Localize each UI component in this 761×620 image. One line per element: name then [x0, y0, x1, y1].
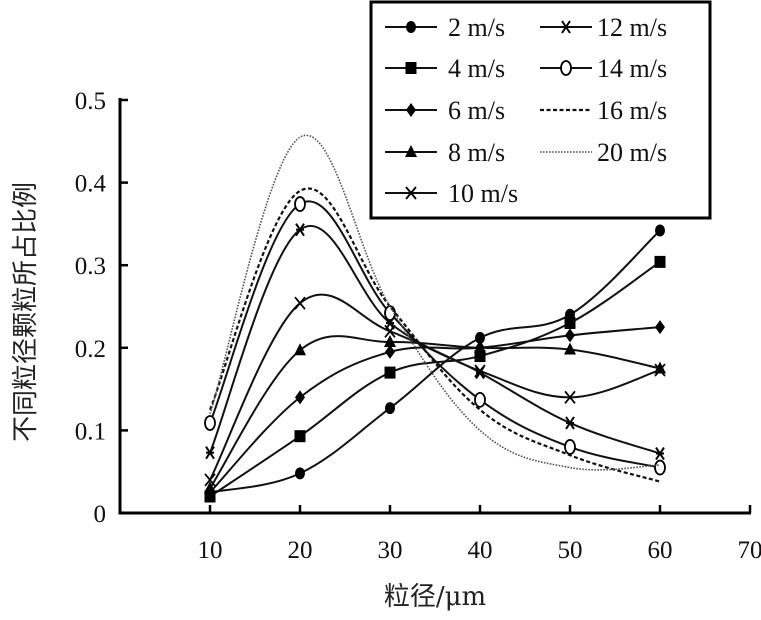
data-point-marker: [474, 340, 486, 353]
data-point-marker: [474, 350, 486, 363]
data-point-marker: [654, 459, 666, 476]
y-tick-label: 0.2: [75, 336, 106, 363]
data-point-marker: [565, 328, 575, 343]
legend: 2 m/s 4 m/s 6 m/s 8 m/s 10 m/s 12 m/s 14 m/s 16…: [369, 0, 712, 220]
data-point-marker: [295, 390, 305, 405]
series-line: [209, 225, 661, 455]
legend-marker: [406, 21, 416, 33]
plot-lines: [204, 134, 666, 503]
data-point-marker: [475, 366, 485, 380]
data-point-marker: [294, 296, 306, 310]
y-tick-label: 0: [94, 501, 107, 528]
data-point-marker: [564, 390, 576, 404]
data-point-marker: [204, 473, 216, 487]
data-point-marker: [295, 223, 305, 237]
y-tick-label: 0.5: [75, 88, 106, 115]
data-point-marker: [384, 366, 396, 379]
legend-item: 14 m/s: [540, 54, 667, 83]
legend-marker: [406, 103, 416, 117]
legend-label: 10 m/s: [448, 179, 518, 208]
legend-item: 2 m/s: [385, 13, 505, 42]
series-line: [209, 335, 661, 489]
data-point-marker: [474, 391, 486, 408]
axes: [118, 98, 751, 515]
legend-marker: [405, 186, 417, 200]
legend-label: 12 m/s: [597, 13, 667, 42]
series-line: [209, 261, 661, 498]
data-point-marker: [294, 343, 306, 356]
data-point-marker: [295, 467, 305, 480]
x-tick-label: 60: [648, 537, 673, 564]
x-tick-label: 40: [468, 537, 493, 564]
x-tick-label: 30: [378, 537, 403, 564]
series-6-m-s: [205, 320, 665, 500]
data-point-marker: [384, 335, 396, 348]
data-point-marker: [385, 344, 395, 359]
data-point-marker: [204, 481, 216, 494]
data-point-marker: [564, 342, 576, 355]
legend-item: 8 m/s: [385, 138, 505, 167]
data-point-marker: [475, 331, 485, 344]
data-point-marker: [655, 224, 665, 237]
series-12-m-s: [205, 223, 665, 461]
data-point-marker: [385, 402, 395, 415]
legend-item: 6 m/s: [385, 96, 505, 125]
data-point-marker: [205, 446, 215, 460]
x-tick-label: 50: [558, 537, 583, 564]
x-axis-title: 粒径/μm: [384, 582, 486, 612]
y-axis-title: 不同粒径颗粒所占比例: [11, 182, 41, 442]
ticks: 0 0.1 0.2 0.3 0.4 0.5 10 20 30 40 50 60 70: [75, 88, 761, 564]
legend-marker: [405, 145, 417, 157]
legend-item: 10 m/s: [385, 179, 518, 208]
legend-item: 4 m/s: [385, 54, 505, 83]
data-point-marker: [565, 416, 575, 430]
legend-label: 14 m/s: [597, 54, 667, 83]
legend-marker: [405, 62, 417, 74]
data-point-marker: [294, 430, 306, 443]
x-tick-label: 20: [288, 537, 313, 564]
legend-label: 8 m/s: [448, 138, 505, 167]
data-point-marker: [564, 317, 576, 330]
legend-item: 16 m/s: [540, 96, 667, 125]
x-tick-label: 10: [198, 537, 223, 564]
legend-marker: [561, 20, 571, 34]
data-point-marker: [654, 363, 666, 377]
data-point-marker: [204, 415, 216, 431]
series-10-m-s: [204, 293, 666, 487]
legend-label: 2 m/s: [448, 13, 505, 42]
y-tick-label: 0.3: [75, 253, 106, 280]
legend-item: 20 m/s: [540, 138, 667, 167]
y-tick-label: 0.1: [75, 418, 106, 445]
series-line: [208, 187, 661, 483]
data-point-marker: [654, 255, 666, 268]
data-point-marker: [655, 446, 665, 461]
data-point-marker: [655, 320, 665, 335]
data-point-marker: [564, 439, 576, 455]
legend-label: 16 m/s: [597, 96, 667, 125]
series-16-m-s: [208, 187, 661, 483]
data-point-marker: [294, 196, 306, 212]
legend-label: 4 m/s: [448, 54, 505, 83]
legend-marker: [560, 60, 572, 76]
legend-label: 20 m/s: [597, 138, 667, 167]
legend-label: 6 m/s: [448, 96, 505, 125]
y-tick-label: 0.4: [75, 171, 107, 198]
x-tick-label: 70: [738, 537, 761, 564]
legend-item: 12 m/s: [540, 13, 667, 42]
series-8-m-s: [204, 335, 666, 494]
